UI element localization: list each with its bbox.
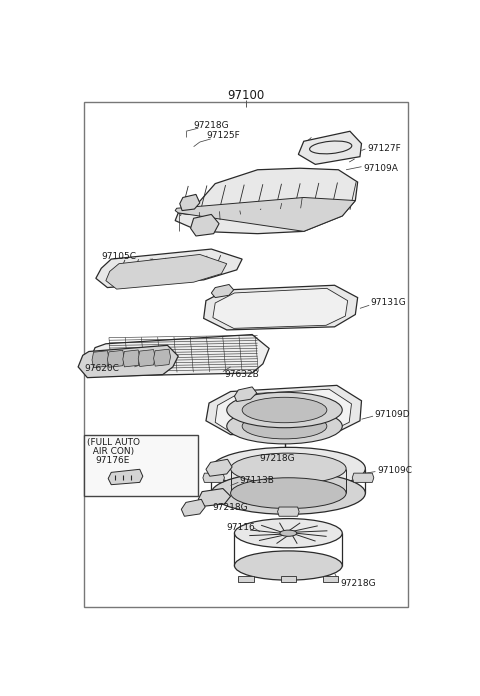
Polygon shape (211, 285, 234, 298)
Polygon shape (89, 335, 269, 376)
Ellipse shape (211, 472, 365, 514)
Polygon shape (175, 198, 355, 231)
Ellipse shape (230, 453, 346, 484)
Ellipse shape (242, 397, 327, 422)
Polygon shape (352, 473, 374, 482)
Text: AIR CON): AIR CON) (87, 447, 134, 456)
Text: 97218G: 97218G (340, 579, 375, 587)
Text: 97632B: 97632B (225, 370, 259, 379)
Polygon shape (323, 576, 338, 583)
Polygon shape (198, 489, 230, 506)
Polygon shape (180, 194, 200, 211)
Text: 97125F: 97125F (206, 132, 240, 141)
Ellipse shape (242, 413, 327, 439)
Ellipse shape (227, 393, 342, 428)
Polygon shape (108, 350, 124, 367)
Bar (84, 102, 408, 607)
Bar (84, 434, 198, 496)
Polygon shape (238, 576, 254, 583)
Polygon shape (106, 255, 227, 289)
Text: (FULL AUTO: (FULL AUTO (87, 438, 140, 447)
Ellipse shape (280, 530, 297, 537)
Polygon shape (215, 389, 351, 436)
Polygon shape (191, 214, 219, 236)
Polygon shape (181, 499, 205, 516)
Ellipse shape (234, 519, 342, 548)
Polygon shape (92, 351, 109, 367)
Text: 97116: 97116 (227, 523, 255, 532)
Polygon shape (277, 507, 299, 516)
Polygon shape (234, 387, 257, 402)
Polygon shape (204, 285, 358, 330)
Text: 97218G: 97218G (260, 454, 296, 463)
Text: 97109A: 97109A (363, 164, 398, 173)
Text: 97218G: 97218G (212, 503, 248, 512)
Polygon shape (203, 473, 225, 482)
Polygon shape (154, 349, 170, 366)
Polygon shape (281, 576, 296, 583)
Polygon shape (213, 288, 348, 329)
Polygon shape (78, 345, 178, 378)
Text: 97218G: 97218G (193, 120, 229, 129)
Text: 97620C: 97620C (84, 364, 119, 373)
Text: 97131G: 97131G (371, 299, 407, 308)
Ellipse shape (234, 551, 342, 580)
Polygon shape (206, 459, 232, 476)
Ellipse shape (230, 477, 346, 509)
Polygon shape (108, 469, 143, 484)
Polygon shape (299, 132, 361, 164)
Polygon shape (96, 249, 242, 287)
Text: 97109D: 97109D (374, 410, 410, 419)
Polygon shape (206, 386, 361, 434)
Text: 97113B: 97113B (240, 475, 275, 484)
Ellipse shape (227, 409, 342, 444)
Polygon shape (175, 168, 358, 234)
Ellipse shape (211, 448, 365, 490)
Text: 97105C: 97105C (101, 252, 136, 261)
Polygon shape (123, 350, 140, 367)
Text: 97127F: 97127F (367, 145, 401, 154)
Text: 97176E: 97176E (95, 457, 130, 466)
Text: 97109C: 97109C (377, 466, 412, 475)
Polygon shape (138, 349, 155, 367)
Text: 97100: 97100 (228, 89, 264, 102)
